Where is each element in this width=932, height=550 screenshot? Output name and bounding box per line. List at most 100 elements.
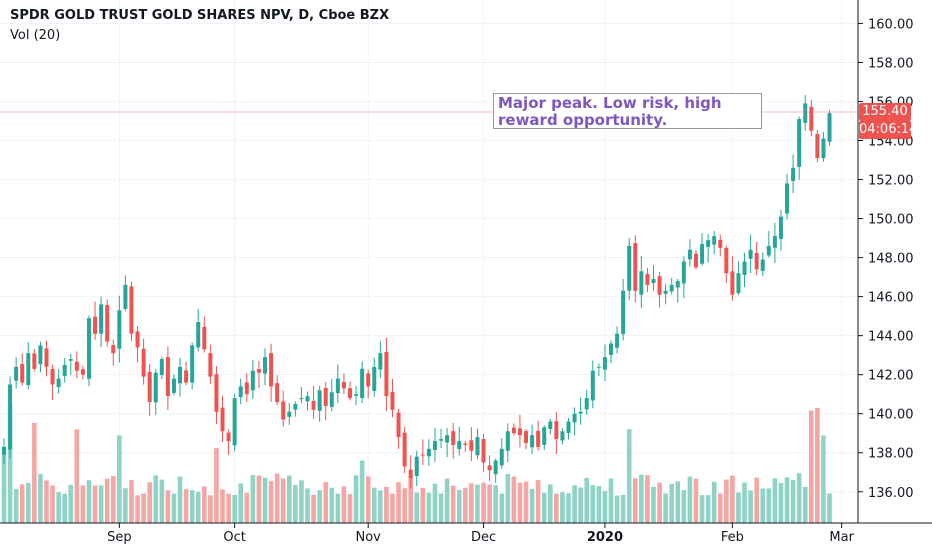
candle-body (378, 353, 383, 370)
volume-bar (256, 475, 262, 523)
volume-bar (754, 477, 759, 523)
candle-body (566, 421, 571, 433)
candle-body (165, 357, 170, 397)
candle-body (730, 271, 735, 295)
candle-body (706, 240, 711, 248)
volume-bar (809, 410, 814, 523)
volume-bar (645, 475, 650, 523)
volume-bar (129, 480, 134, 523)
candle-body (457, 441, 462, 449)
candle-body (360, 368, 365, 399)
candle-body (414, 456, 419, 477)
candle-body (135, 331, 140, 348)
candle-body (20, 364, 25, 383)
candle-body (26, 353, 31, 386)
candle-body (74, 361, 79, 371)
volume-bar (153, 475, 159, 523)
volume-label: Vol (20) (10, 28, 61, 43)
volume-bar (444, 478, 450, 523)
countdown-tag: 04:06:14 (859, 121, 918, 139)
candle-body (366, 373, 371, 387)
volume-bar (1, 448, 7, 523)
candle-body (341, 381, 346, 389)
volume-bar (293, 484, 298, 523)
volume-bar (202, 486, 207, 523)
candle-body (499, 448, 504, 466)
x-tick-label: Mar (829, 530, 854, 545)
candle-body (511, 427, 516, 434)
volume-bar (147, 482, 152, 523)
annotation-box[interactable]: Major peak. Low risk, high reward opport… (493, 93, 762, 129)
volume-bar (493, 485, 498, 523)
volume-bar (62, 493, 67, 523)
candle-body (329, 392, 334, 407)
candle-body (141, 348, 146, 377)
candle-body (621, 290, 626, 335)
candle-body (821, 138, 826, 159)
candle-body (633, 243, 638, 291)
candle-body (269, 353, 274, 387)
volume-bar (675, 481, 681, 523)
candle-body (68, 359, 73, 361)
candle-body (50, 369, 55, 385)
candle-body (578, 411, 583, 414)
candle-body (311, 400, 316, 410)
volume-bar (371, 487, 377, 523)
candle-body (86, 318, 91, 379)
volume-bar (390, 493, 395, 523)
volume-bar (305, 488, 310, 523)
candlesticks (2, 95, 832, 489)
volume-bar (408, 477, 413, 523)
volume-bar (560, 492, 565, 523)
candle-body (651, 279, 656, 284)
price-axis: 136.00 138.00 140.00 142.00 144.00 146.00 148.… (858, 17, 914, 501)
volume-bar (620, 494, 626, 523)
candle-body (797, 119, 802, 167)
candle-body (554, 421, 559, 440)
y-tick-label: 152.00 (868, 174, 914, 189)
candle-body (390, 391, 395, 410)
volume-bar (796, 473, 802, 523)
volume-bar (74, 429, 80, 523)
volume-bar (535, 480, 541, 523)
candle-body (778, 216, 783, 239)
time-axis: Sep Oct Nov Dec 2020 Feb Mar (107, 523, 855, 545)
candle-body (493, 460, 498, 475)
candle-body (475, 437, 480, 456)
candle-body (14, 366, 19, 381)
volume-bar (92, 485, 98, 523)
y-tick-label: 148.00 (868, 252, 914, 267)
candle-body (153, 372, 158, 403)
volume-bar (687, 476, 693, 523)
candle-body (105, 305, 110, 342)
candle-body (287, 411, 292, 417)
volume-bar (669, 483, 674, 523)
candle-body (548, 421, 553, 430)
volume-bar (104, 478, 110, 523)
volume-bar (98, 485, 104, 523)
volume-bar (802, 486, 808, 523)
candle-body (681, 261, 686, 284)
volume-bar (505, 473, 511, 523)
volume-bar (68, 484, 74, 523)
y-tick-label: 142.00 (868, 369, 914, 384)
candle-body (38, 345, 43, 365)
candle-body (590, 370, 595, 401)
y-tick-label: 150.00 (868, 213, 914, 228)
candle-body (220, 407, 225, 432)
candle-body (123, 284, 128, 309)
volume-bar (19, 484, 25, 523)
candle-body (347, 388, 352, 399)
volume-bar (821, 435, 826, 523)
volume-bar (384, 486, 389, 523)
candle-body (766, 245, 771, 256)
candle-body (639, 271, 644, 295)
candle-body (293, 403, 298, 410)
volume-bar (274, 473, 280, 523)
candle-body (809, 106, 814, 131)
candle-body (190, 345, 195, 383)
candle-body (299, 398, 304, 400)
volume-bar (341, 486, 347, 523)
volume-bar (748, 490, 753, 523)
